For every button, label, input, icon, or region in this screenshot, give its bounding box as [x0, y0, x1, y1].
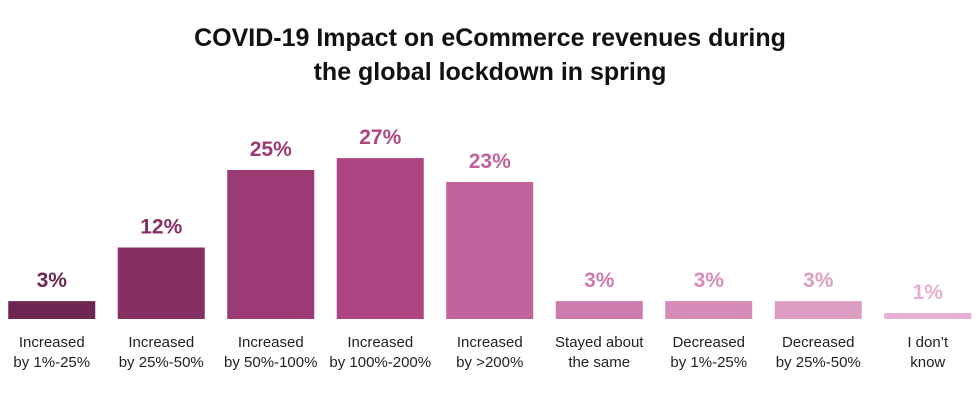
bar	[665, 301, 753, 319]
x-tick-label: Increased by 25%-50%	[119, 334, 204, 371]
value-label: 3%	[694, 269, 725, 292]
value-label: 3%	[584, 269, 615, 292]
bar	[117, 247, 205, 319]
bar	[555, 301, 643, 319]
bar	[774, 301, 862, 319]
x-tick-label: I don’t know	[907, 334, 949, 371]
value-label: 12%	[140, 215, 182, 238]
bar	[446, 181, 534, 319]
value-label: 3%	[37, 269, 68, 292]
x-tick-label: Increased by 100%-200%	[329, 334, 431, 371]
value-label: 27%	[359, 126, 401, 149]
value-label: 3%	[803, 269, 834, 292]
bar	[8, 301, 96, 319]
x-tick-label: Stayed about the same	[555, 334, 644, 371]
x-tick-label: Increased by 50%-100%	[224, 334, 317, 371]
chart-title: COVID-19 Impact on eCommerce revenues du…	[194, 24, 786, 52]
chart-title: the global lockdown in spring	[314, 58, 667, 86]
x-tick-label: Increased by 1%-25%	[13, 334, 90, 371]
x-tick-label: Increased by >200%	[456, 334, 523, 371]
bar	[227, 170, 315, 319]
bar	[884, 313, 972, 319]
value-label: 23%	[469, 150, 511, 173]
value-label: 1%	[913, 281, 944, 304]
x-tick-label: Decreased by 25%-50%	[776, 334, 861, 371]
x-tick-label: Decreased by 1%-25%	[670, 334, 747, 371]
bar	[336, 158, 424, 319]
value-label: 25%	[250, 138, 292, 161]
